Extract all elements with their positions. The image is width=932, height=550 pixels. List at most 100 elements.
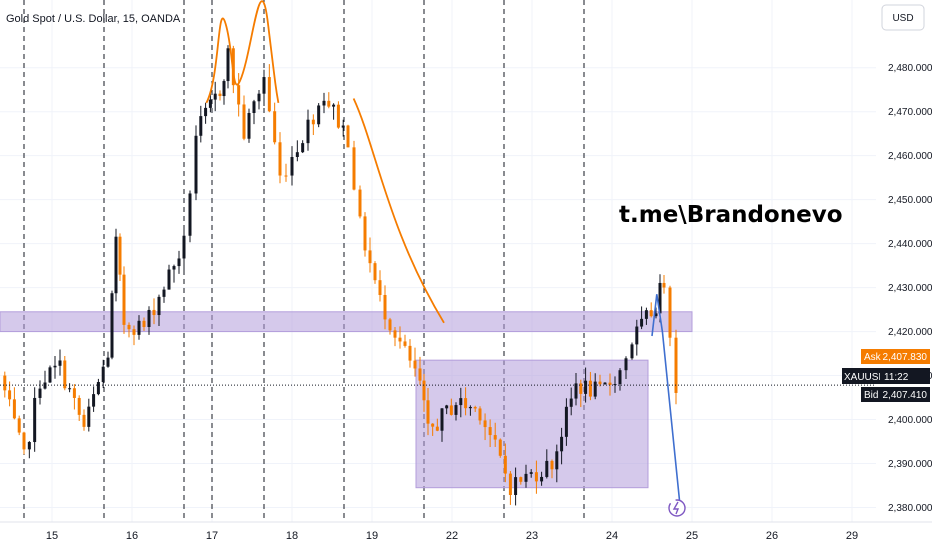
candle: [464, 387, 468, 416]
candle-body: [242, 104, 246, 139]
currency-button[interactable]: USD: [881, 4, 925, 31]
y-tick-label: 2,460.000: [888, 151, 932, 162]
candle-body: [8, 390, 12, 400]
candle-body: [237, 85, 241, 105]
candle-body: [204, 107, 208, 117]
candle: [322, 92, 326, 114]
candle-body: [92, 394, 96, 407]
candle: [644, 307, 648, 325]
candle: [569, 387, 573, 416]
candle-body: [152, 309, 156, 316]
symbol-label: XAUUSD: [844, 372, 886, 383]
candle-body: [68, 388, 72, 390]
candle: [33, 387, 37, 452]
candle: [574, 372, 578, 406]
candle: [77, 395, 81, 421]
candle-body: [127, 324, 131, 330]
candle: [598, 374, 602, 387]
candle: [649, 302, 653, 318]
candle-body: [588, 380, 592, 397]
downtrend-curve: [352, 98, 445, 324]
candle: [426, 387, 430, 436]
candle-body: [290, 156, 294, 176]
candle: [92, 386, 96, 412]
y-tick-label: 2,420.000: [888, 327, 932, 338]
projection-line: [651, 294, 681, 506]
candle: [336, 101, 340, 129]
candle: [341, 119, 345, 137]
price-axis[interactable]: 2,380.0002,390.0002,400.0002,410.0002,42…: [876, 0, 932, 522]
candle: [346, 124, 350, 148]
candle: [630, 342, 634, 360]
candle: [550, 459, 554, 479]
y-tick-label: 2,450.000: [888, 195, 932, 206]
candle-body: [267, 77, 271, 112]
candle: [242, 95, 246, 141]
candle: [147, 306, 151, 335]
y-tick-label: 2,440.000: [888, 239, 932, 250]
candle-body: [341, 125, 345, 128]
candle-body: [322, 100, 326, 106]
candle: [454, 402, 458, 421]
candle: [273, 102, 277, 145]
candle: [208, 93, 212, 113]
candle: [503, 443, 507, 483]
candle: [635, 319, 639, 356]
candle-body: [608, 382, 612, 385]
candle-body: [101, 366, 105, 383]
candle: [508, 471, 512, 505]
time-axis[interactable]: 15 16 17 18 19 22 23 24 25 26 29: [0, 521, 932, 550]
candle: [363, 212, 367, 257]
rectangle-zones[interactable]: [0, 311, 693, 489]
candle-body: [167, 269, 171, 290]
candle: [352, 140, 356, 191]
candle-body: [208, 99, 212, 108]
candle: [468, 405, 472, 416]
candle: [373, 261, 377, 284]
candle-body: [58, 360, 62, 366]
candle: [603, 382, 607, 385]
candle: [654, 307, 658, 319]
candle: [514, 467, 518, 506]
candle: [295, 140, 299, 162]
candle-body: [618, 370, 622, 385]
candle: [257, 90, 261, 110]
candle-body: [317, 105, 321, 125]
candle: [194, 125, 198, 201]
candle: [498, 438, 502, 458]
candle-body: [508, 473, 512, 495]
symbol-badge: XAUUSD 11:22: [842, 368, 930, 384]
candle: [579, 379, 583, 408]
drawings[interactable]: [205, 0, 681, 506]
candle-body: [630, 344, 634, 359]
candle-body: [478, 408, 482, 421]
candle-body: [524, 473, 528, 482]
candle: [72, 384, 76, 410]
candle-body: [33, 397, 37, 443]
candle: [226, 45, 230, 89]
candle: [27, 441, 31, 459]
countdown-timer: 11:22: [884, 372, 909, 383]
y-tick-label: 2,480.000: [888, 63, 932, 74]
bid-badge: Bid 2,407.410: [861, 387, 930, 402]
candle: [564, 398, 568, 446]
candle: [218, 90, 222, 101]
candle: [306, 109, 310, 151]
candle: [383, 285, 387, 330]
candle-body: [48, 367, 52, 383]
candle-body: [77, 397, 81, 415]
telegram-note[interactable]: t.me\Brandonevo: [619, 202, 843, 228]
candle: [8, 381, 12, 407]
candle-body: [53, 365, 57, 368]
pattern-indicator-icon[interactable]: [668, 499, 686, 517]
chart-title: Gold Spot / U.S. Dollar, 15, OANDA: [6, 13, 181, 25]
candle-body: [172, 266, 176, 270]
candle-body: [114, 236, 118, 294]
candle-body: [327, 100, 331, 107]
candle-body: [188, 193, 192, 236]
candle: [290, 146, 294, 186]
candle-body: [38, 388, 42, 398]
candle: [368, 237, 372, 273]
candle-body: [27, 442, 31, 450]
